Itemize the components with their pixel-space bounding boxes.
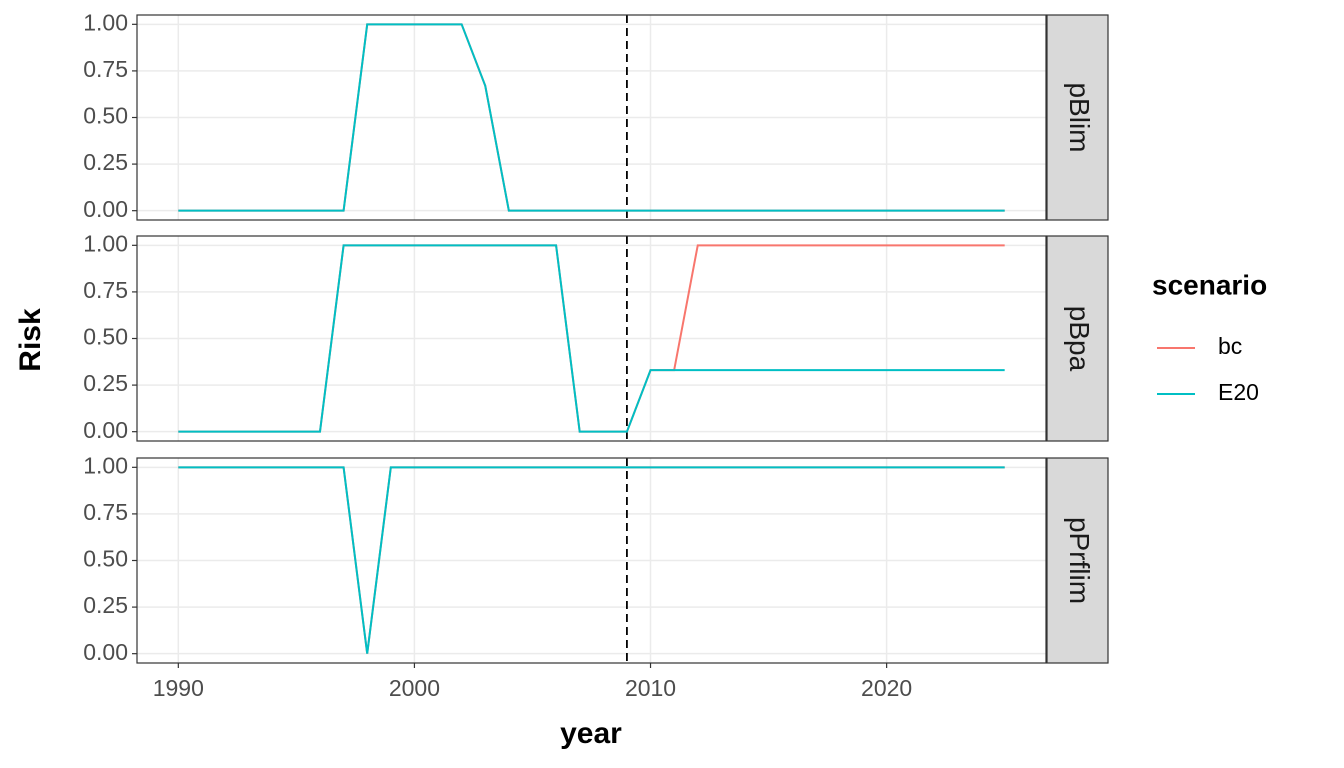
- y-tick-label: 0.00: [83, 639, 128, 665]
- strip-label: pPrflim: [1064, 517, 1095, 604]
- panel-border: [136, 457, 1047, 664]
- y-tick-label: 0.50: [83, 324, 128, 350]
- x-tick-label: 1990: [153, 675, 204, 701]
- y-tick-label: 1.00: [83, 9, 128, 35]
- panel-border: [136, 235, 1047, 442]
- y-tick-label: 0.00: [83, 417, 128, 443]
- series-line: [178, 23, 1005, 212]
- x-tick-label: 2020: [861, 675, 912, 701]
- y-tick-label: 1.00: [83, 452, 128, 478]
- y-tick-label: 0.25: [83, 149, 128, 175]
- series-line: [178, 244, 1005, 433]
- y-tick-label: 0.50: [83, 546, 128, 572]
- x-axis-label: year: [560, 717, 622, 750]
- y-tick-label: 0.75: [83, 499, 128, 525]
- x-tick-label: 2000: [389, 675, 440, 701]
- panel-border: [136, 14, 1047, 221]
- strip: [1046, 235, 1109, 442]
- legend-label: E20: [1218, 379, 1259, 405]
- y-tick-label: 0.50: [83, 103, 128, 129]
- legend-title: scenario: [1152, 269, 1267, 300]
- y-tick-label: 0.75: [83, 56, 128, 82]
- strip: [1046, 457, 1109, 664]
- y-axis-label: Risk: [14, 308, 47, 372]
- y-tick-label: 0.25: [83, 592, 128, 618]
- y-tick-label: 0.25: [83, 370, 128, 396]
- strip-label: pBlim: [1064, 82, 1095, 152]
- strip: [1046, 14, 1109, 221]
- x-tick-label: 2010: [625, 675, 676, 701]
- legend-label: bc: [1218, 333, 1242, 359]
- strip-label: pBpa: [1064, 306, 1095, 372]
- series-line: [178, 466, 1005, 654]
- y-tick-label: 1.00: [83, 230, 128, 256]
- y-tick-label: 0.75: [83, 277, 128, 303]
- y-tick-label: 0.00: [83, 196, 128, 222]
